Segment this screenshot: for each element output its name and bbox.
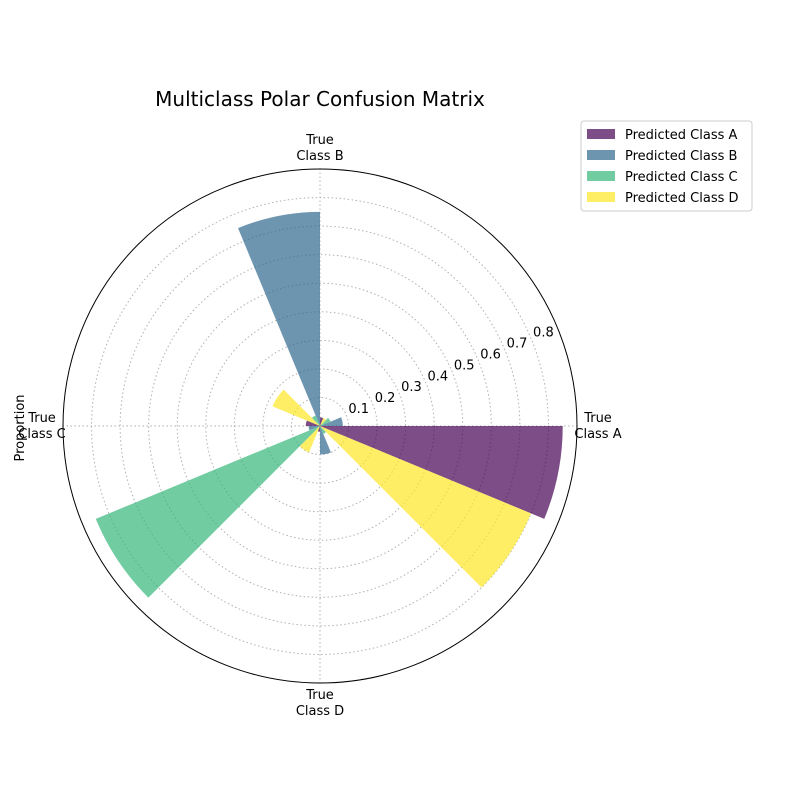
- legend-swatch-0: [587, 129, 615, 139]
- category-label-2: True Class C: [18, 411, 65, 442]
- legend-label-1: Predicted Class B: [625, 149, 737, 164]
- tick-label-0: 0.1: [348, 402, 369, 417]
- category-label-3-line-0: True: [305, 688, 334, 703]
- bar-2-0: [320, 417, 331, 426]
- bar-2-3: [320, 426, 327, 434]
- legend-swatch-1: [587, 150, 615, 160]
- bar-0-1: [320, 417, 324, 426]
- legend-swatch-3: [587, 192, 615, 202]
- bar-2-1: [311, 415, 320, 426]
- bar-3-2: [299, 426, 320, 453]
- tick-label-2: 0.3: [401, 380, 422, 395]
- category-label-1-line-1: Class B: [296, 149, 343, 164]
- bar-1-2: [308, 426, 320, 431]
- category-label-3: True Class D: [296, 688, 344, 719]
- chart-title: Multiclass Polar Confusion Matrix: [155, 87, 485, 111]
- polar-frame: [62, 168, 578, 684]
- category-label-0: True Class A: [574, 411, 621, 442]
- bar-0-0: [320, 426, 563, 519]
- bar-1-1: [238, 211, 320, 426]
- radial-ticks: 0.1 0.2 0.3 0.4 0.5 0.6 0.7 0.8: [348, 326, 553, 417]
- category-label-2-line-0: True: [27, 411, 56, 426]
- bar-3-3: [320, 426, 532, 588]
- category-label-3-line-1: Class D: [296, 704, 344, 719]
- legend-frame: [580, 120, 753, 212]
- tick-label-7: 0.8: [533, 326, 554, 341]
- legend: Predicted Class A Predicted Class B Predic…: [580, 120, 753, 212]
- bar-1-0: [320, 417, 343, 426]
- tick-label-6: 0.7: [507, 337, 528, 352]
- bar-3-0: [320, 418, 327, 426]
- legend-label-0: Predicted Class A: [625, 128, 737, 143]
- legend-label-3: Predicted Class D: [625, 191, 739, 206]
- category-label-1-line-0: True: [305, 133, 334, 148]
- legend-swatch-2: [587, 171, 615, 181]
- tick-label-5: 0.6: [480, 347, 501, 362]
- bar-2-2: [95, 426, 320, 598]
- bar-3-1: [272, 389, 320, 426]
- category-label-1: True Class B: [296, 133, 343, 164]
- bar-0-2: [305, 420, 320, 426]
- tick-label-3: 0.4: [428, 369, 449, 384]
- tick-label-4: 0.5: [454, 358, 475, 373]
- bar-1-3: [320, 426, 331, 455]
- bars: [95, 211, 563, 598]
- legend-label-2: Predicted Class C: [625, 170, 738, 185]
- category-label-0-line-0: True: [583, 411, 612, 426]
- y-axis-label: Proportion: [13, 394, 28, 461]
- category-label-0-line-1: Class A: [574, 427, 621, 442]
- bar-0-3: [317, 426, 320, 432]
- category-label-2-line-1: Class C: [18, 427, 65, 442]
- tick-label-1: 0.2: [375, 391, 396, 406]
